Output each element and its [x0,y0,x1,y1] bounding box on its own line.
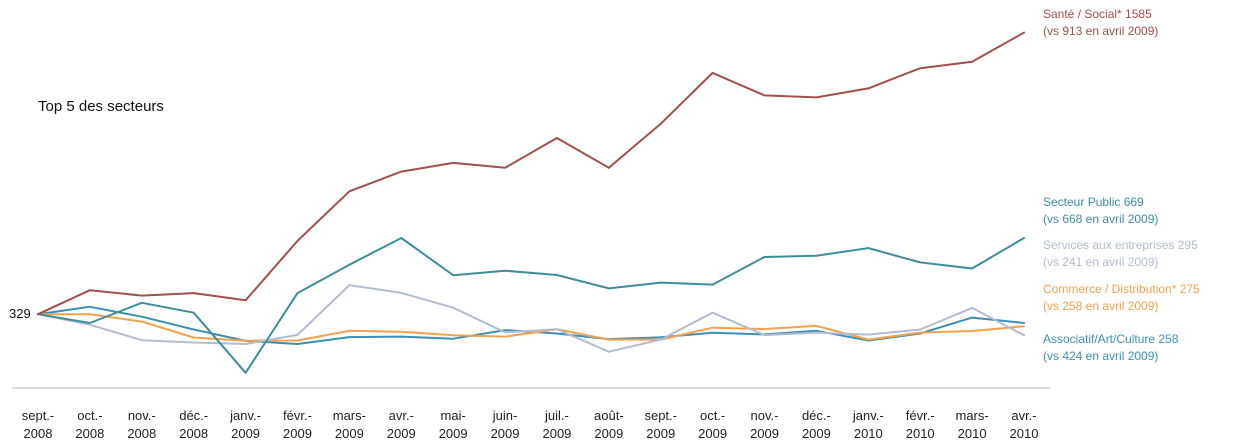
x-tick-label: juin-2009 [491,408,520,441]
x-tick-label: nov.-2008 [127,408,156,441]
x-tick-label: mars-2010 [955,408,988,441]
x-tick-label: janv.-2009 [229,408,261,441]
series-line [37,284,1025,353]
x-tick-label: avr.-2009 [387,408,416,441]
series-label: Associatif/Art/Culture 258 (vs 424 en avr… [1043,332,1179,363]
x-tick-label: août-2009 [594,408,624,441]
x-tick-label: sept.-2009 [644,408,677,441]
x-tick-label: oct.-2008 [75,408,104,441]
series-line [37,313,1025,342]
x-tick-label: févr.-2010 [906,408,935,441]
chart-title: Top 5 des secteurs [38,98,164,115]
series-label: Santé / Social* 1585 (vs 913 en avril 200… [1043,7,1158,38]
x-tick-label: mai-2009 [439,408,468,441]
series-label: Commerce / Distribution* 275 (vs 258 en a… [1043,282,1200,313]
x-tick-label: mars-2009 [333,408,366,441]
x-tick-label: janv.-2010 [852,408,884,441]
x-tick-label: déc.-2008 [179,408,208,441]
series-label: Secteur Public 669 (vs 668 en avril 2009) [1043,195,1158,226]
series-line [37,31,1025,316]
x-tick-label: sept.-2008 [22,408,55,441]
x-tick-label: juil.-2009 [542,408,571,441]
x-tick-label: déc.-2009 [802,408,831,441]
x-tick-labels: sept.-2008 oct.-2008 nov.-2008 déc.-2008 jan… [22,408,1039,441]
start-value-label: 329 [9,306,31,321]
x-tick-label: oct.-2009 [698,408,727,441]
x-tick-label: févr.-2009 [283,408,312,441]
series-label: Services aux entreprises 295 (vs 241 en a… [1043,238,1198,269]
series-line [37,237,1025,374]
series-labels: Santé / Social* 1585 (vs 913 en avril 200… [1043,7,1200,363]
x-tick-label: avr.-2010 [1010,408,1039,441]
series-lines [37,31,1025,374]
x-tick-label: nov.-2009 [750,408,779,441]
